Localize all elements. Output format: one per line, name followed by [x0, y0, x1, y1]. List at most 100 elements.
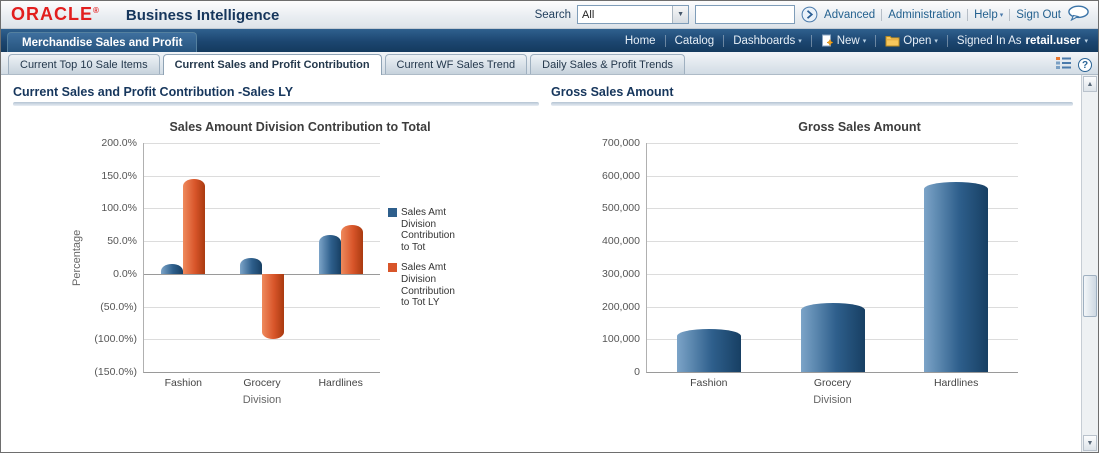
y-ticks: 200.0% 150.0% 100.0% 50.0% 0.0% (50.0%) (100.0… [85, 137, 143, 378]
vertical-divider [810, 34, 812, 47]
dashboard-title-tab[interactable]: Merchandise Sales and Profit [7, 32, 198, 52]
open-menu[interactable]: Open ▾ [885, 35, 938, 47]
page-options-icon[interactable] [1056, 56, 1071, 74]
legend-item: Sales Amt Division Contribution to Tot L… [388, 262, 462, 309]
caret-down-icon: ▾ [1084, 37, 1088, 45]
search-scope-select[interactable]: All ▼ [577, 5, 690, 24]
search-label: Search [534, 8, 572, 21]
y-tick-label: 200,000 [602, 300, 640, 313]
page-tab-strip: Current Top 10 Sale Items Current Sales … [1, 52, 1098, 75]
bar-hardlines[interactable] [924, 182, 989, 372]
y-tick-label: 100.0% [101, 202, 137, 215]
dashboards-label: Dashboards [733, 34, 796, 47]
y-axis-label: Percentage [71, 229, 83, 287]
caret-down-icon: ▾ [934, 37, 938, 45]
scroll-down-button[interactable]: ▼ [1083, 435, 1097, 451]
bar-grocery[interactable] [240, 257, 262, 274]
dashboards-menu[interactable]: Dashboards ▾ [733, 35, 802, 47]
y-tick-label: 100,000 [602, 333, 640, 346]
open-label: Open [903, 34, 932, 47]
tab-label: Current Sales and Profit Contribution [174, 59, 370, 71]
new-document-icon [821, 34, 834, 47]
sign-out-label: Sign Out [1016, 8, 1061, 21]
scroll-up-icon: ▲ [1086, 80, 1094, 88]
x-axis-label: Division [242, 394, 282, 406]
bar-fashion[interactable] [676, 329, 741, 372]
y-tick-label: 0.0% [113, 267, 137, 280]
x-tick-label: Grocery [813, 377, 852, 389]
tab-label: Daily Sales & Profit Trends [542, 59, 673, 71]
global-nav-links: Home Catalog Dashboards ▾ New ▾ Open ▾ Sign… [625, 34, 1088, 47]
y-tick-label: (50.0%) [100, 300, 137, 313]
bar-fashion[interactable] [161, 264, 184, 274]
tab-current-top-10-sale-items[interactable]: Current Top 10 Sale Items [8, 54, 160, 74]
scroll-up-button[interactable]: ▲ [1083, 76, 1097, 92]
sign-out-link[interactable]: Sign Out [1016, 9, 1061, 21]
help-menu[interactable]: Help ▾ [974, 9, 1003, 21]
search-input[interactable] [695, 5, 796, 24]
x-tick-label: Grocery [243, 377, 281, 389]
catalog-label: Catalog [674, 34, 715, 47]
y-tick-label: 300,000 [602, 267, 640, 280]
gridline [647, 208, 1018, 210]
bar-hardlines[interactable] [318, 234, 341, 274]
caret-down-icon: ▾ [999, 11, 1004, 19]
bar-grocery[interactable] [800, 303, 865, 372]
signed-in-user: retail.user [1025, 34, 1081, 47]
legend-label: Sales Amt Division Contribution to Tot [401, 206, 455, 254]
administration-label: Administration [888, 8, 962, 21]
oracle-logo-text: ORACLE [11, 4, 93, 24]
bar-fashion[interactable] [183, 178, 206, 274]
search-go-button[interactable] [801, 6, 818, 23]
home-link[interactable]: Home [625, 35, 656, 47]
tab-current-sales-and-profit-contribution[interactable]: Current Sales and Profit Contribution [162, 54, 382, 75]
oracle-logo: ORACLE® [11, 4, 100, 25]
tab-daily-sales-profit-trends[interactable]: Daily Sales & Profit Trends [530, 54, 685, 74]
chevron-down-icon: ▼ [672, 6, 689, 23]
top-header: ORACLE® Business Intelligence Search All… [1, 1, 1098, 29]
new-menu[interactable]: New ▾ [821, 34, 866, 47]
x-tick-label: Fashion [164, 377, 203, 389]
catalog-link[interactable]: Catalog [675, 35, 715, 47]
dashboard-title: Merchandise Sales and Profit [22, 37, 183, 49]
y-tick-label: 600,000 [602, 169, 640, 182]
legend-swatch [388, 263, 397, 272]
x-tick-label: Hardlines [318, 377, 363, 389]
advanced-link[interactable]: Advanced [824, 9, 875, 21]
brand-area: ORACLE® Business Intelligence [11, 4, 279, 25]
dashboard-content: Current Sales and Profit Contribution -S… [1, 75, 1098, 452]
section-gross-sales-amount: Gross Sales Amount Gross Sales Amount 70… [539, 75, 1098, 452]
bar-hardlines[interactable] [340, 224, 363, 274]
chart-body: 700,000 600,000 500,000 400,000 300,000 200,0… [588, 137, 1073, 406]
y-tick-label: 0 [634, 366, 640, 378]
y-tick-label: (150.0%) [94, 366, 137, 378]
scroll-down-icon: ▼ [1086, 439, 1094, 447]
vertical-scrollbar[interactable]: ▲ ▼ [1081, 75, 1098, 452]
tab-label: Current Top 10 Sale Items [20, 59, 148, 71]
administration-link[interactable]: Administration [888, 9, 961, 21]
caret-down-icon: ▾ [798, 37, 802, 45]
chart-body: Percentage 200.0% 150.0% 100.0% 50.0% 0.0% (5… [69, 137, 539, 406]
gridline [647, 143, 1018, 144]
y-tick-label: 150.0% [101, 169, 137, 182]
header-toolbar: Search All ▼ Advanced Administration Hel… [535, 5, 1090, 24]
gridline [647, 273, 1018, 275]
tab-current-wf-sales-trend[interactable]: Current WF Sales Trend [384, 54, 528, 74]
help-icon[interactable]: ? [1078, 58, 1092, 72]
signed-in-as-label: Signed In As [956, 34, 1022, 47]
gridline [144, 143, 380, 144]
x-tick-label: Hardlines [933, 377, 979, 389]
scrollbar-thumb[interactable] [1083, 275, 1097, 317]
vertical-divider [664, 34, 666, 47]
chart-title: Gross Sales Amount [798, 120, 921, 134]
y-tick-label: 700,000 [602, 137, 640, 149]
section-sales-profit-contribution: Current Sales and Profit Contribution -S… [1, 75, 539, 452]
feedback-bubble-icon[interactable] [1067, 5, 1090, 24]
advanced-label: Advanced [824, 8, 876, 21]
bar-grocery[interactable] [262, 273, 284, 340]
signed-in-menu[interactable]: Signed In As retail.user ▾ [957, 35, 1088, 47]
plot-area: Division Fashion Grocery Hardlines [143, 143, 380, 406]
x-tick-label: Fashion [690, 377, 728, 389]
dashboard-bar: Merchandise Sales and Profit Home Catalo… [1, 29, 1098, 52]
